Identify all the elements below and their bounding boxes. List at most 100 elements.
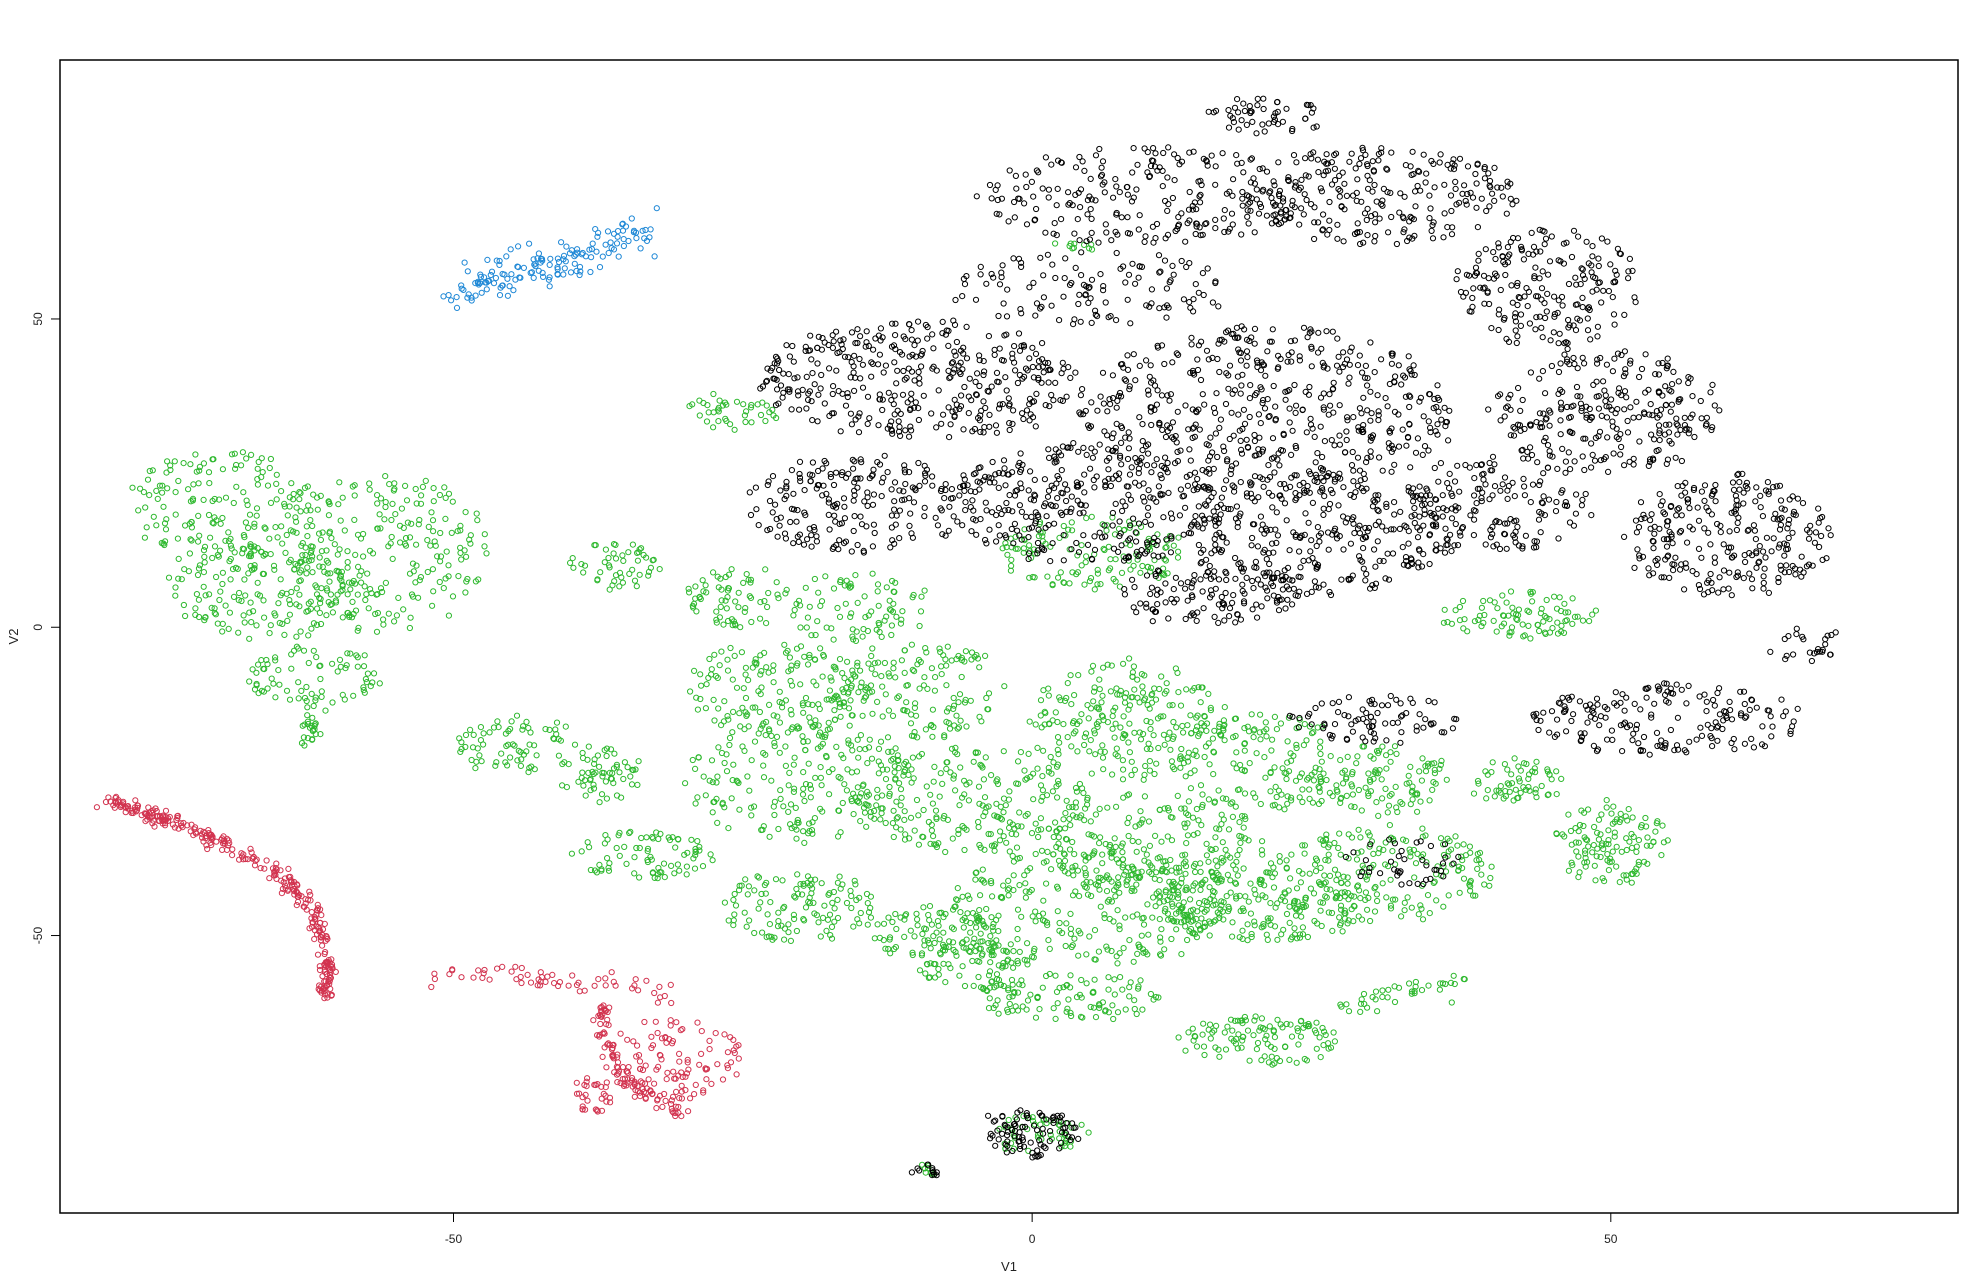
point-green [377, 525, 384, 532]
point-green [866, 736, 873, 743]
point-green [793, 835, 800, 842]
point-green [786, 654, 794, 661]
point-green [567, 559, 574, 567]
point-green [924, 685, 931, 693]
point-green [296, 559, 304, 567]
point-green [720, 621, 727, 628]
point-green [266, 630, 273, 637]
point-green [771, 798, 779, 805]
point-green [829, 766, 836, 773]
point-green [1085, 1129, 1092, 1136]
point-green [899, 608, 906, 615]
point-green [950, 705, 957, 713]
point-green [849, 712, 856, 719]
point-green [694, 794, 701, 801]
point-green [1040, 897, 1047, 904]
point-green [400, 606, 407, 613]
point-green [391, 480, 398, 487]
point-blue [571, 253, 578, 260]
point-green [590, 781, 597, 788]
point-green [1087, 818, 1094, 825]
point-red [641, 1018, 648, 1026]
point-green [1567, 827, 1575, 835]
point-green [314, 506, 321, 513]
point-green [1081, 741, 1088, 749]
point-green [1603, 804, 1610, 811]
point-black [940, 411, 947, 418]
point-green [1067, 672, 1074, 679]
point-green [428, 509, 435, 516]
point-green [912, 700, 919, 707]
point-green [719, 799, 726, 807]
point-green [362, 596, 369, 604]
point-green [797, 643, 805, 650]
point-green [831, 905, 838, 912]
point-blue [496, 292, 504, 299]
point-green [283, 687, 291, 694]
point-green [1117, 724, 1124, 731]
point-green [813, 682, 820, 689]
point-green [882, 776, 890, 783]
point-green [1099, 692, 1106, 699]
point-green [890, 665, 897, 672]
point-green [723, 605, 730, 612]
point-green [834, 604, 841, 612]
point-blue [607, 239, 614, 246]
point-green [316, 530, 323, 537]
point-red [517, 973, 524, 981]
point-green [1125, 832, 1132, 840]
point-green [985, 690, 993, 697]
point-green [710, 390, 717, 398]
point-green [977, 930, 984, 937]
point-green [472, 765, 479, 772]
point-green [767, 899, 774, 906]
point-green [1014, 936, 1021, 943]
point-green [355, 624, 362, 632]
point-green [731, 911, 738, 918]
point-green [1121, 871, 1128, 878]
point-green [932, 974, 939, 981]
point-green [591, 542, 598, 549]
point-green [579, 769, 586, 776]
point-green [627, 828, 634, 835]
point-green [293, 585, 300, 592]
point-green [715, 705, 722, 712]
point-green [653, 829, 660, 836]
point-green [493, 759, 500, 766]
point-blue [448, 297, 455, 304]
point-green [844, 766, 851, 773]
point-green [1569, 595, 1576, 602]
point-green [301, 694, 309, 702]
point-green [1292, 777, 1300, 784]
point-green [692, 852, 699, 859]
point-green [1026, 718, 1033, 725]
point-green [729, 676, 736, 683]
point-green [1158, 926, 1165, 933]
point-green [430, 528, 437, 535]
point-green [884, 734, 892, 741]
point-green [957, 764, 964, 771]
point-green [619, 552, 626, 559]
point-green [820, 651, 827, 659]
point-green [946, 725, 954, 732]
point-green [794, 660, 801, 667]
point-green [1093, 867, 1100, 874]
point-green [1261, 754, 1268, 761]
point-green [1206, 932, 1213, 939]
point-green [1174, 554, 1182, 561]
point-green [195, 480, 202, 487]
point-green [235, 629, 242, 636]
point-green [1304, 933, 1312, 941]
point-green [1076, 893, 1083, 900]
point-green [766, 727, 773, 735]
point-green [1004, 551, 1011, 558]
point-green [248, 451, 255, 458]
point-green [699, 863, 707, 870]
point-green [266, 535, 273, 542]
point-green [739, 704, 746, 711]
point-green [1448, 999, 1455, 1006]
point-green [445, 490, 453, 497]
point-red [319, 942, 326, 949]
point-green [317, 536, 324, 544]
point-green [486, 729, 493, 736]
